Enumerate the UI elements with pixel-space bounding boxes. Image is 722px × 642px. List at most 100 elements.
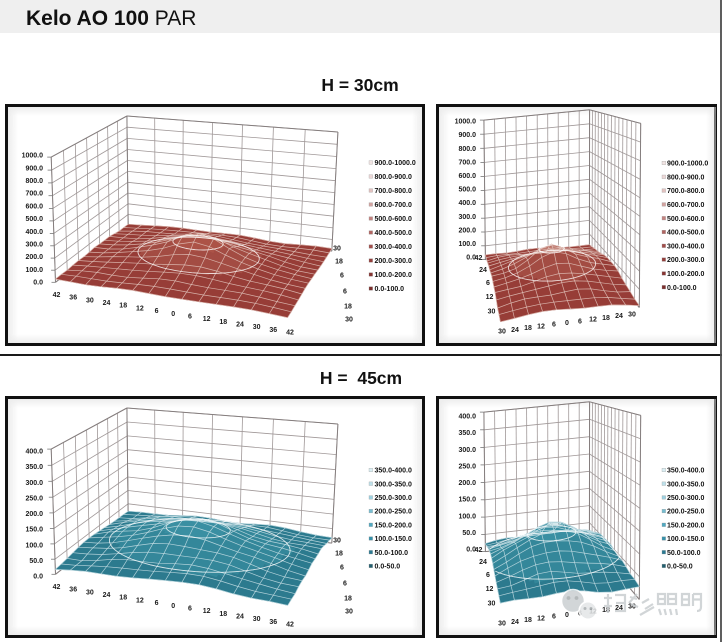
svg-text:200.0-250.0: 200.0-250.0	[375, 509, 412, 516]
svg-text:30: 30	[333, 246, 341, 253]
svg-text:6: 6	[340, 565, 344, 572]
svg-text:250.0: 250.0	[458, 464, 476, 471]
svg-text:300.0: 300.0	[25, 242, 43, 249]
svg-text:1000.0: 1000.0	[22, 153, 44, 160]
svg-text:0.0: 0.0	[466, 255, 476, 262]
svg-text:800.0-900.0: 800.0-900.0	[667, 174, 704, 181]
svg-text:200.0-300.0: 200.0-300.0	[375, 258, 412, 265]
svg-text:6: 6	[486, 280, 490, 287]
svg-text:30: 30	[498, 621, 506, 628]
svg-text:30: 30	[498, 329, 506, 336]
svg-text:200.0: 200.0	[25, 511, 43, 518]
svg-text:100.0-150.0: 100.0-150.0	[375, 536, 412, 543]
svg-text:300.0: 300.0	[458, 214, 476, 221]
svg-text:H = 30cm: H = 30cm	[321, 75, 398, 95]
svg-text:18: 18	[119, 595, 127, 602]
svg-text:18: 18	[344, 596, 352, 603]
svg-text:24: 24	[103, 300, 111, 307]
svg-text:300.0: 300.0	[25, 480, 43, 487]
svg-text:900.0: 900.0	[458, 132, 476, 139]
svg-text:350.0-400.0: 350.0-400.0	[375, 468, 412, 475]
svg-text:24: 24	[236, 322, 244, 329]
svg-text:0.0: 0.0	[33, 574, 43, 581]
svg-text:100.0: 100.0	[458, 513, 476, 520]
svg-text:100.0-150.0: 100.0-150.0	[667, 536, 704, 543]
svg-text:50.0-100.0: 50.0-100.0	[667, 550, 701, 557]
svg-text:500.0: 500.0	[458, 187, 476, 194]
svg-text:18: 18	[524, 617, 532, 624]
svg-text:350.0: 350.0	[25, 464, 43, 471]
svg-text:12: 12	[486, 586, 494, 593]
svg-text:350.0-400.0: 350.0-400.0	[667, 468, 704, 475]
svg-text:50.0: 50.0	[29, 558, 43, 565]
svg-text:350.0: 350.0	[458, 430, 476, 437]
svg-text:30: 30	[86, 589, 94, 596]
svg-text:18: 18	[344, 304, 352, 311]
svg-text:24: 24	[103, 592, 111, 599]
svg-text:30: 30	[628, 604, 636, 611]
svg-text:18: 18	[119, 303, 127, 310]
svg-text:900.0: 900.0	[25, 165, 43, 172]
svg-text:42: 42	[286, 622, 294, 629]
svg-text:150.0-200.0: 150.0-200.0	[375, 522, 412, 529]
svg-text:42: 42	[53, 292, 61, 299]
svg-text:30: 30	[628, 312, 636, 319]
svg-text:200.0: 200.0	[458, 227, 476, 234]
svg-text:200.0-250.0: 200.0-250.0	[667, 509, 704, 516]
svg-text:30: 30	[345, 317, 353, 324]
svg-text:18: 18	[602, 607, 610, 614]
svg-text:36: 36	[269, 327, 277, 334]
svg-text:300.0-400.0: 300.0-400.0	[667, 243, 704, 250]
svg-text:100.0-200.0: 100.0-200.0	[375, 272, 412, 279]
svg-text:30: 30	[253, 324, 261, 331]
svg-text:24: 24	[511, 619, 519, 626]
svg-text:100.0-200.0: 100.0-200.0	[667, 271, 704, 278]
svg-text:700.0-800.0: 700.0-800.0	[375, 188, 412, 195]
svg-text:250.0: 250.0	[25, 496, 43, 503]
svg-text:6: 6	[340, 273, 344, 280]
svg-text:600.0-700.0: 600.0-700.0	[375, 202, 412, 209]
svg-text:200.0: 200.0	[458, 480, 476, 487]
svg-text:18: 18	[335, 551, 343, 558]
svg-text:6: 6	[552, 614, 556, 621]
svg-text:24: 24	[479, 267, 487, 274]
svg-text:6: 6	[552, 322, 556, 329]
svg-text:100.0: 100.0	[458, 241, 476, 248]
svg-text:500.0-600.0: 500.0-600.0	[375, 216, 412, 223]
svg-text:50.0-100.0: 50.0-100.0	[375, 550, 409, 557]
svg-text:42: 42	[286, 330, 294, 337]
svg-text:6: 6	[343, 289, 347, 296]
svg-text:700.0-800.0: 700.0-800.0	[667, 188, 704, 195]
svg-text:100.0: 100.0	[25, 542, 43, 549]
svg-text:200.0: 200.0	[25, 254, 43, 261]
svg-text:18: 18	[524, 325, 532, 332]
svg-text:400.0-500.0: 400.0-500.0	[375, 230, 412, 237]
svg-text:30: 30	[345, 609, 353, 616]
svg-text:500.0: 500.0	[25, 216, 43, 223]
svg-text:1000.0: 1000.0	[455, 119, 477, 126]
svg-text:12: 12	[136, 305, 144, 312]
svg-text:0.0-50.0: 0.0-50.0	[375, 564, 401, 571]
svg-text:30: 30	[488, 601, 496, 608]
svg-text:250.0-300.0: 250.0-300.0	[375, 495, 412, 502]
svg-text:600.0: 600.0	[458, 173, 476, 180]
svg-text:42: 42	[475, 547, 483, 554]
svg-text:6: 6	[155, 600, 159, 607]
svg-text:6: 6	[578, 318, 582, 325]
svg-text:150.0-200.0: 150.0-200.0	[667, 522, 704, 529]
svg-text:24: 24	[236, 614, 244, 621]
svg-text:18: 18	[219, 611, 227, 618]
svg-text:400.0: 400.0	[25, 449, 43, 456]
svg-text:30: 30	[86, 297, 94, 304]
svg-text:30: 30	[488, 309, 496, 316]
svg-text:36: 36	[69, 587, 77, 594]
svg-text:6: 6	[188, 605, 192, 612]
svg-text:900.0-1000.0: 900.0-1000.0	[375, 160, 416, 167]
svg-text:700.0: 700.0	[25, 191, 43, 198]
svg-text:0.0: 0.0	[466, 547, 476, 554]
svg-text:300.0-350.0: 300.0-350.0	[375, 481, 412, 488]
svg-text:24: 24	[615, 313, 623, 320]
svg-text:24: 24	[511, 327, 519, 334]
svg-text:36: 36	[269, 619, 277, 626]
svg-text:30: 30	[253, 616, 261, 623]
